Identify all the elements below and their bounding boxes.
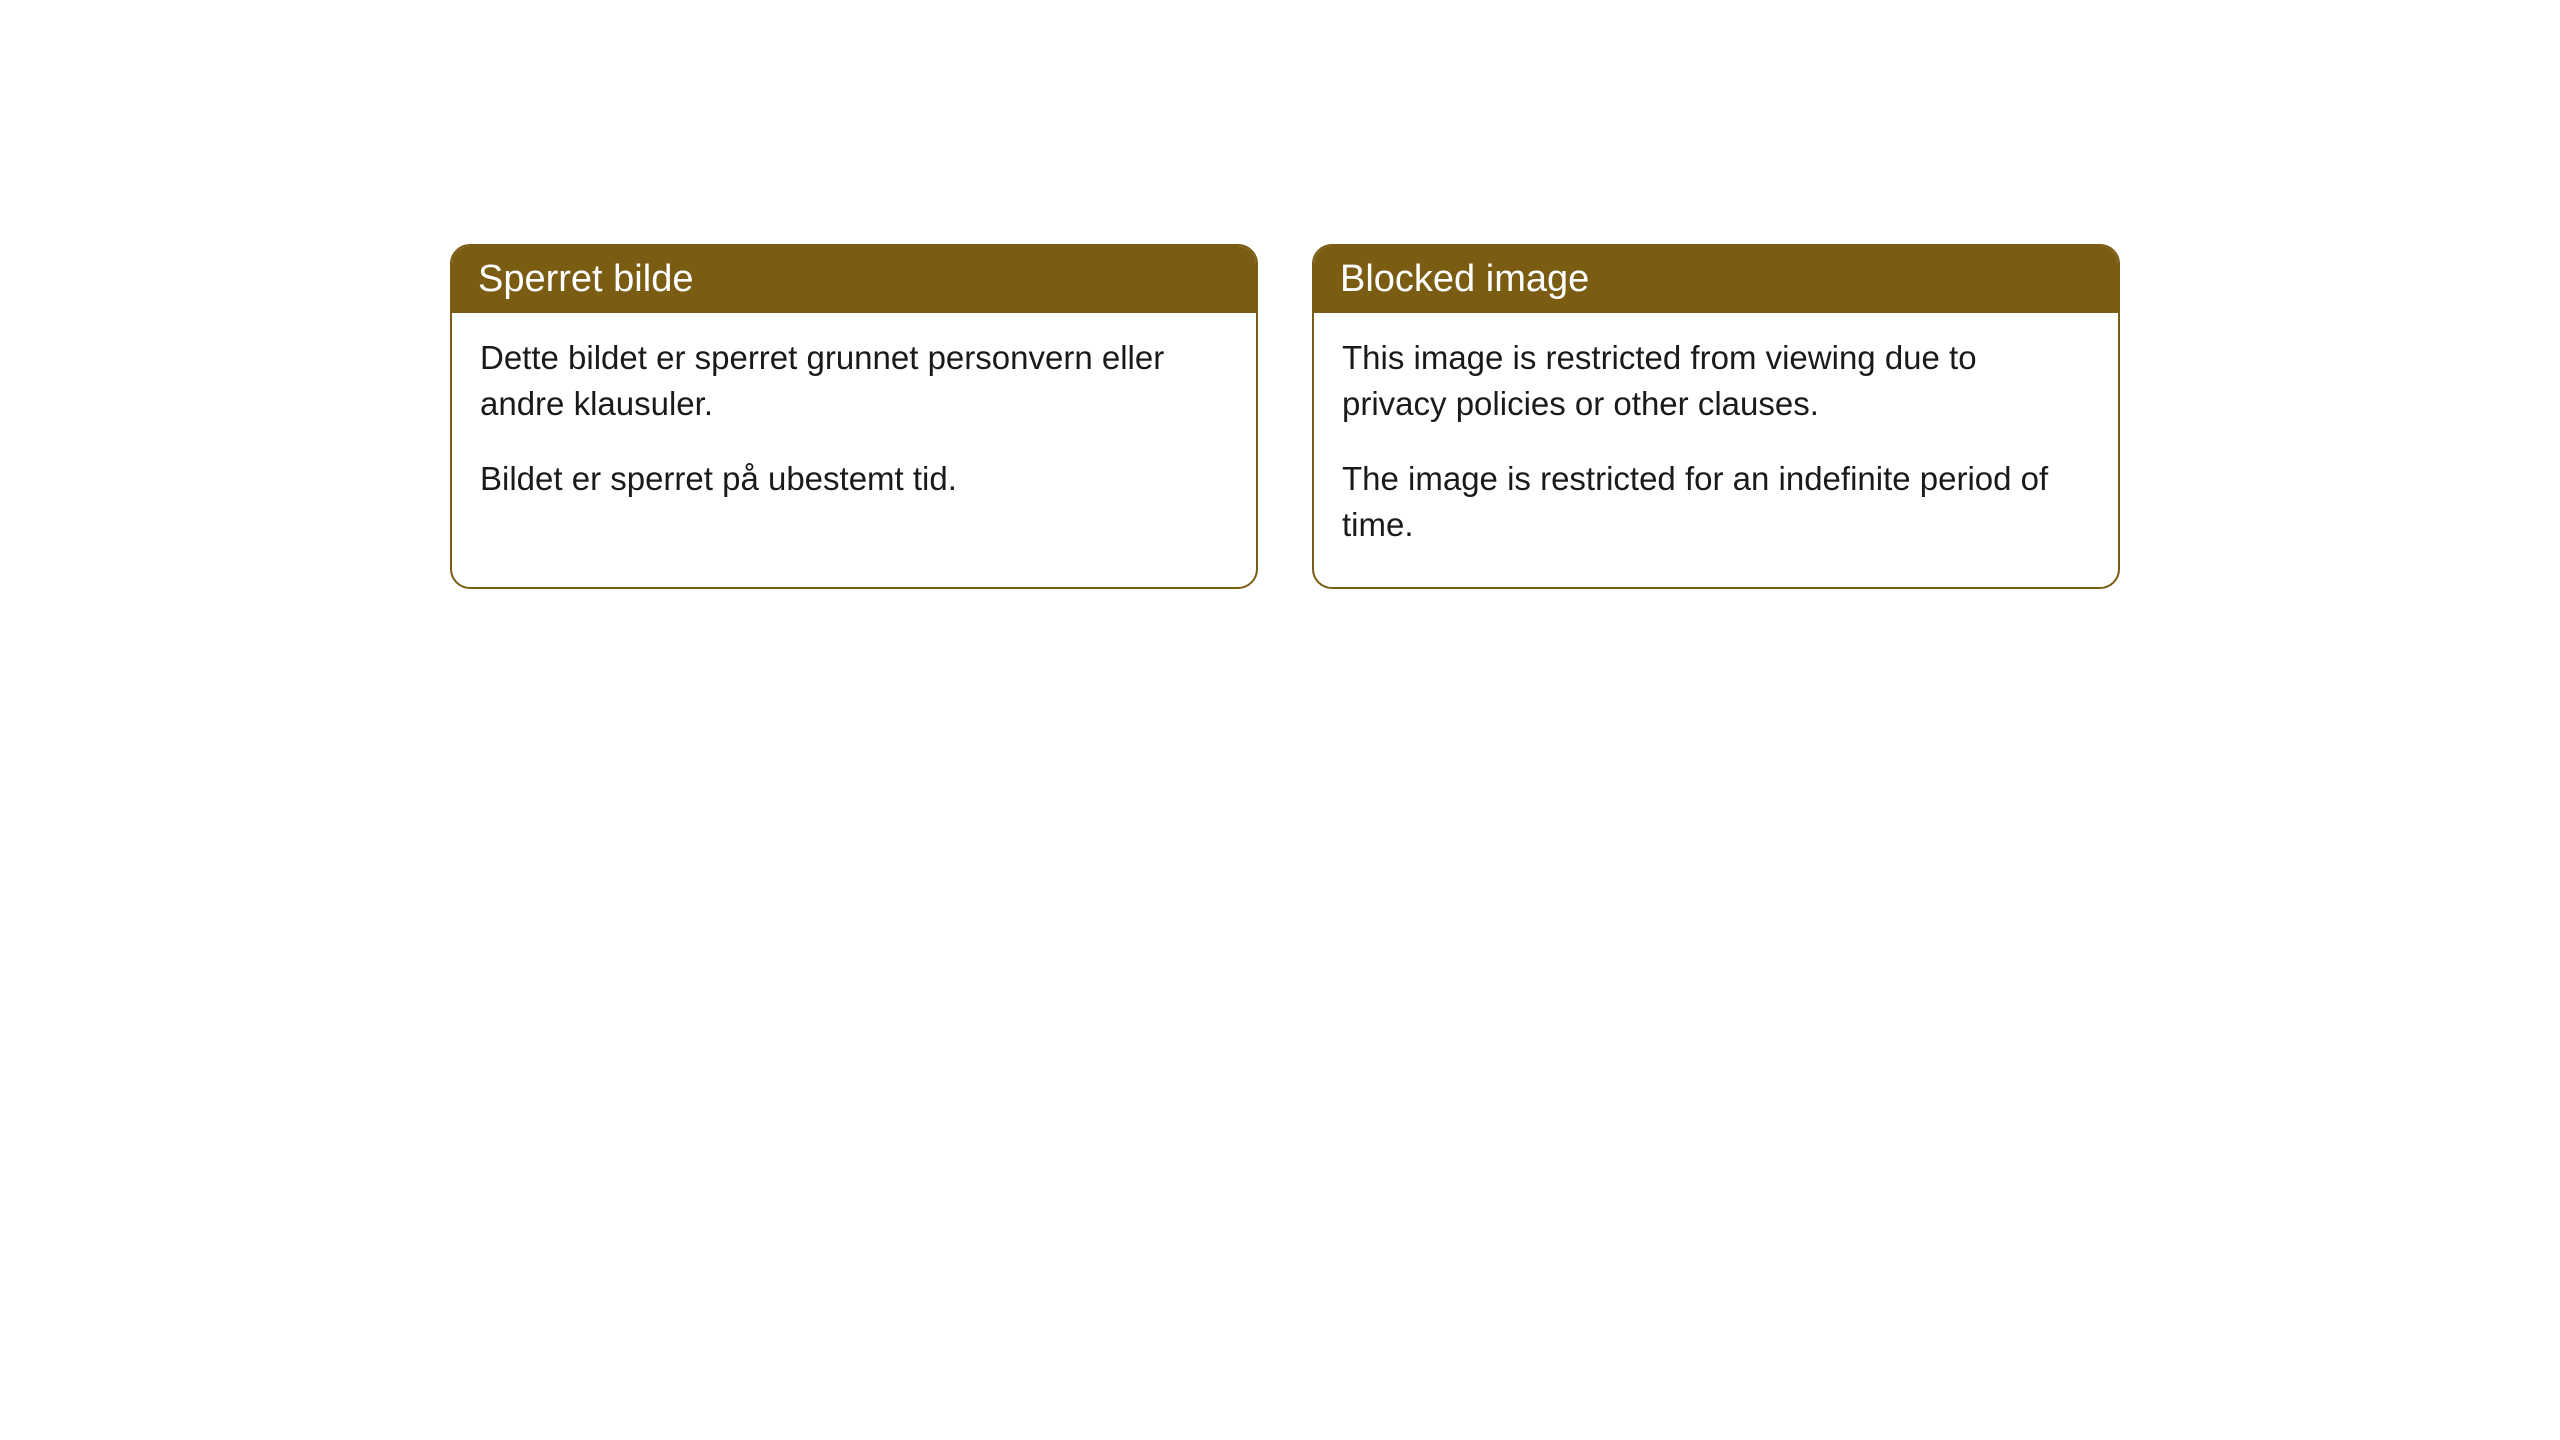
card-para-en-2: The image is restricted for an indefinit… bbox=[1342, 456, 2090, 547]
notice-cards-container: Sperret bilde Dette bildet er sperret gr… bbox=[0, 0, 2560, 589]
card-para-no-2: Bildet er sperret på ubestemt tid. bbox=[480, 456, 1228, 502]
card-header-en: Blocked image bbox=[1314, 246, 2118, 313]
card-body-en: This image is restricted from viewing du… bbox=[1314, 313, 2118, 587]
notice-card-en: Blocked image This image is restricted f… bbox=[1312, 244, 2120, 589]
card-para-en-1: This image is restricted from viewing du… bbox=[1342, 335, 2090, 426]
card-body-no: Dette bildet er sperret grunnet personve… bbox=[452, 313, 1256, 542]
notice-card-no: Sperret bilde Dette bildet er sperret gr… bbox=[450, 244, 1258, 589]
card-para-no-1: Dette bildet er sperret grunnet personve… bbox=[480, 335, 1228, 426]
card-header-no: Sperret bilde bbox=[452, 246, 1256, 313]
